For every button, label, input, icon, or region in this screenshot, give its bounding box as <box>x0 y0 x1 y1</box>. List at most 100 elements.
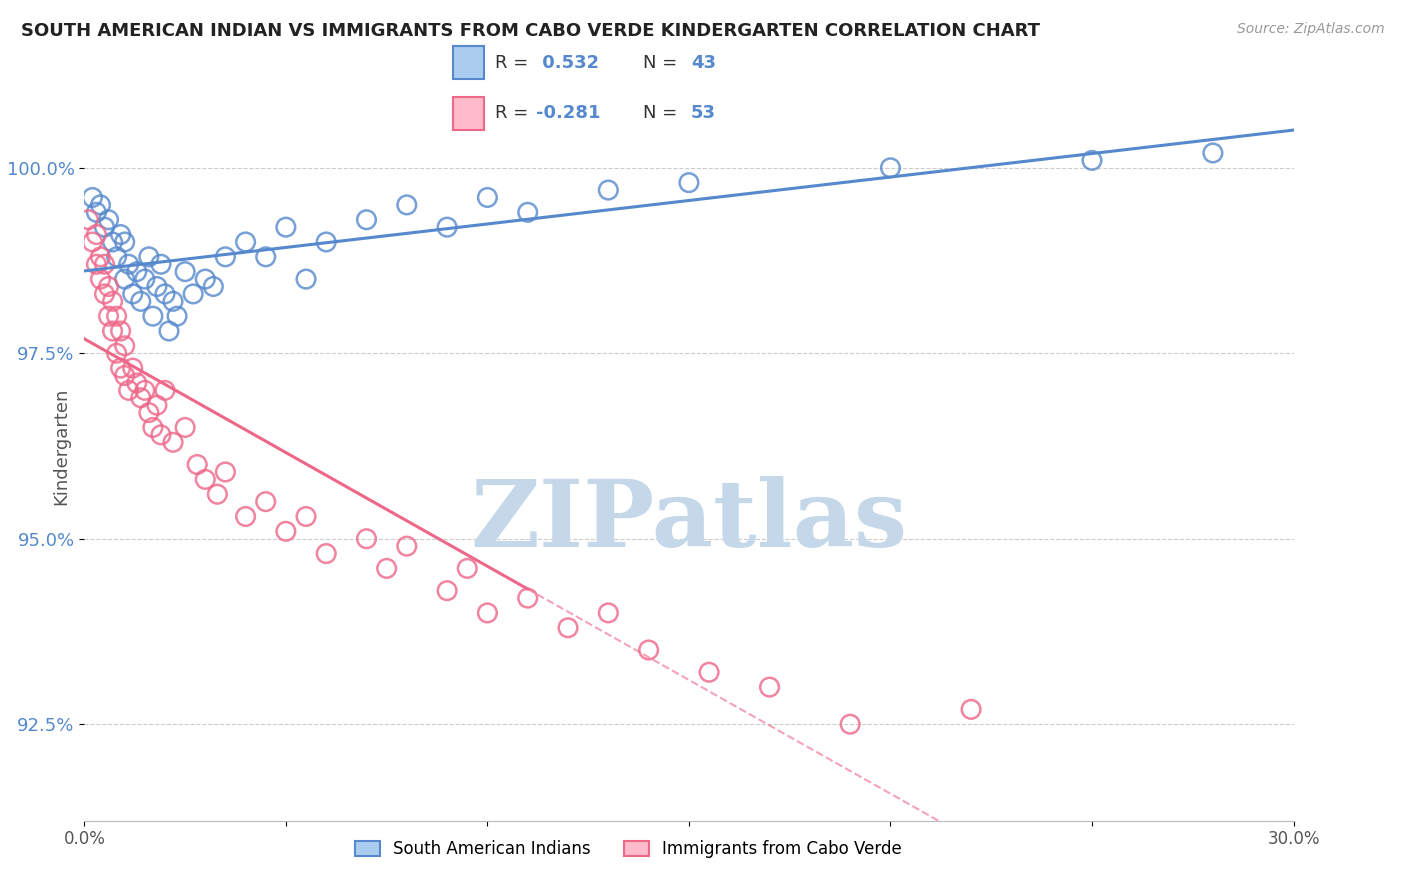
Text: ZIPatlas: ZIPatlas <box>471 476 907 566</box>
Point <box>114 235 136 249</box>
Point <box>82 190 104 204</box>
Point <box>77 212 100 227</box>
Point <box>149 428 172 442</box>
Point <box>125 265 148 279</box>
FancyBboxPatch shape <box>453 97 484 130</box>
Point <box>146 398 169 412</box>
Point <box>315 235 337 249</box>
Point <box>86 205 108 219</box>
Point <box>207 487 229 501</box>
Point <box>1081 153 1104 168</box>
Point <box>598 606 620 620</box>
Text: 0.532: 0.532 <box>536 54 599 72</box>
Point <box>118 384 141 398</box>
Point <box>125 376 148 390</box>
Point <box>186 458 208 472</box>
Point <box>110 324 132 338</box>
Point <box>149 257 172 271</box>
Point <box>105 309 128 323</box>
Point <box>89 272 111 286</box>
Point <box>97 279 120 293</box>
Point <box>598 183 620 197</box>
Text: SOUTH AMERICAN INDIAN VS IMMIGRANTS FROM CABO VERDE KINDERGARTEN CORRELATION CHA: SOUTH AMERICAN INDIAN VS IMMIGRANTS FROM… <box>21 22 1040 40</box>
Point <box>134 384 156 398</box>
Point <box>516 205 538 219</box>
Point <box>839 717 862 731</box>
Text: N =: N = <box>643 103 676 121</box>
Point <box>637 643 659 657</box>
Point <box>162 294 184 309</box>
Point <box>254 250 277 264</box>
Point <box>181 287 204 301</box>
Point <box>194 472 217 486</box>
Point <box>697 665 720 680</box>
Text: N =: N = <box>643 54 676 72</box>
Point <box>142 420 165 434</box>
Point <box>356 212 378 227</box>
Point <box>93 257 115 271</box>
Point <box>477 190 499 204</box>
Point <box>101 235 124 249</box>
Point <box>157 324 180 338</box>
Point <box>114 368 136 383</box>
Point <box>315 547 337 561</box>
Point <box>153 287 176 301</box>
Point <box>295 272 318 286</box>
Point <box>274 524 297 539</box>
Point <box>146 279 169 293</box>
Point <box>960 702 983 716</box>
Y-axis label: Kindergarten: Kindergarten <box>52 387 70 505</box>
Text: R =: R = <box>495 54 533 72</box>
Point <box>395 198 418 212</box>
Point <box>174 420 197 434</box>
Point <box>110 361 132 376</box>
Point <box>138 406 160 420</box>
Point <box>105 250 128 264</box>
Point <box>678 176 700 190</box>
Point <box>93 220 115 235</box>
Point <box>82 235 104 249</box>
Point <box>375 561 398 575</box>
Point <box>274 220 297 235</box>
Point <box>93 287 115 301</box>
Point <box>121 361 143 376</box>
Point <box>557 621 579 635</box>
Point <box>86 257 108 271</box>
Point <box>89 198 111 212</box>
Point <box>110 227 132 242</box>
Point <box>1202 145 1225 160</box>
Point <box>295 509 318 524</box>
Point <box>114 272 136 286</box>
Text: Source: ZipAtlas.com: Source: ZipAtlas.com <box>1237 22 1385 37</box>
Point <box>395 539 418 553</box>
Point <box>516 591 538 605</box>
Point <box>138 250 160 264</box>
Point <box>456 561 478 575</box>
Point <box>105 346 128 360</box>
Point <box>166 309 188 323</box>
Text: -0.281: -0.281 <box>536 103 600 121</box>
Point <box>436 583 458 598</box>
FancyBboxPatch shape <box>453 46 484 78</box>
Point <box>254 494 277 508</box>
Point <box>97 309 120 323</box>
Point <box>101 324 124 338</box>
Point <box>356 532 378 546</box>
Point <box>101 294 124 309</box>
Point <box>477 606 499 620</box>
Point <box>129 294 152 309</box>
Point <box>121 287 143 301</box>
Text: 53: 53 <box>690 103 716 121</box>
Legend: South American Indians, Immigrants from Cabo Verde: South American Indians, Immigrants from … <box>349 833 908 864</box>
Text: R =: R = <box>495 103 533 121</box>
Point <box>235 509 257 524</box>
Point <box>879 161 901 175</box>
Point <box>153 384 176 398</box>
Point <box>214 250 236 264</box>
Point <box>129 391 152 405</box>
Point <box>174 265 197 279</box>
Point <box>235 235 257 249</box>
Point <box>118 257 141 271</box>
Point <box>86 227 108 242</box>
Point <box>194 272 217 286</box>
